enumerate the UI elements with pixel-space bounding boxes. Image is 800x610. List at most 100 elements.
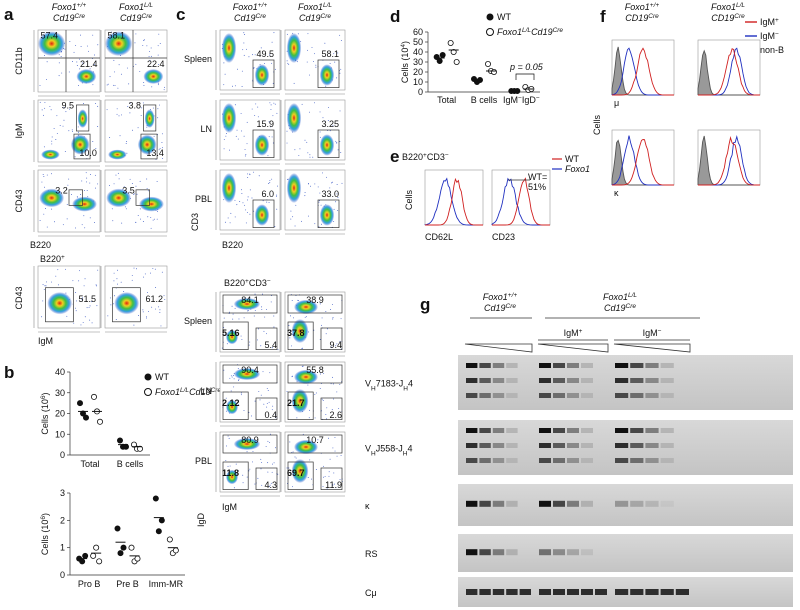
event-dot [290, 218, 292, 220]
y-tick-label: 40 [55, 367, 65, 377]
text-part: Foxo1 [483, 292, 508, 302]
event-dot [84, 316, 86, 318]
event-dot [294, 456, 296, 458]
gate-value: 38.9 [306, 295, 324, 305]
data-point [91, 393, 98, 400]
event-dot [87, 196, 89, 198]
text-part: L/L [736, 2, 745, 9]
gate-value: 21.7 [287, 398, 305, 408]
gate [317, 199, 340, 228]
data-point [93, 544, 100, 551]
event-dot [332, 383, 334, 385]
event-dot [146, 178, 148, 180]
density [286, 33, 302, 63]
event-dot [95, 284, 97, 286]
event-dot [139, 180, 141, 182]
y-axis-label: CD3 [190, 213, 200, 231]
event-dot [253, 171, 255, 173]
event-dot [80, 194, 82, 195]
event-dot [66, 315, 68, 317]
event-dot [273, 326, 275, 328]
data-point [96, 558, 103, 565]
event-dot [257, 339, 258, 341]
density [226, 469, 238, 485]
event-dot [56, 132, 58, 134]
event-dot [223, 317, 225, 319]
gate-value: 22.4 [147, 59, 165, 69]
gel-band [567, 458, 579, 463]
event-dot [312, 156, 314, 158]
event-dot [237, 470, 239, 472]
y-axis-label: CD11b [14, 47, 24, 74]
gate-value: 33.0 [321, 189, 339, 199]
event-dot [114, 85, 116, 86]
gate-value: 3.5 [122, 186, 135, 196]
event-dot [307, 477, 309, 478]
gel-band [630, 378, 644, 383]
event-dot [81, 299, 83, 301]
gel-band [492, 589, 505, 595]
data-point [155, 528, 162, 535]
event-dot [268, 183, 270, 184]
x-tick-label: Total [80, 459, 99, 469]
event-dot [161, 147, 163, 149]
density [47, 292, 73, 315]
event-dot [261, 484, 263, 486]
event-dot [159, 309, 161, 311]
event-dot [137, 215, 139, 217]
text-part: Cd19 [531, 27, 553, 37]
event-dot [131, 279, 133, 281]
text-part: H [371, 385, 376, 392]
event-dot [133, 193, 135, 195]
text-part: Cells (10 [40, 520, 50, 556]
gate-value: 37.8 [287, 328, 305, 338]
event-dot [96, 305, 98, 307]
text-part: Total [437, 95, 456, 105]
gate-value: 58.1 [107, 31, 125, 41]
event-dot [244, 155, 246, 157]
event-dot [304, 316, 306, 318]
event-dot [332, 125, 334, 127]
event-dot [315, 66, 317, 68]
gel-band [581, 378, 593, 383]
y-axis-label: Cells [592, 115, 602, 136]
event-dot [313, 329, 315, 331]
event-dot [249, 174, 251, 176]
gate-value: 21.4 [80, 59, 98, 69]
text-part: Cre [506, 303, 517, 310]
text-part: Cre [648, 13, 659, 20]
density [286, 103, 302, 133]
event-dot [266, 333, 267, 335]
event-dot [258, 175, 260, 177]
event-dot [251, 108, 253, 110]
event-dot [272, 347, 273, 349]
event-dot [260, 47, 262, 49]
event-dot [146, 316, 148, 318]
event-dot [227, 217, 229, 219]
gate-value: 4.3 [264, 480, 277, 490]
text-part: L/L [628, 292, 637, 299]
panel-label: g [420, 295, 430, 314]
event-dot [53, 221, 55, 223]
event-dot [247, 199, 249, 201]
event-dot [97, 44, 99, 46]
data-point [436, 58, 443, 65]
text-part: Cd19 [120, 13, 142, 23]
event-dot [39, 220, 41, 221]
event-dot [146, 317, 147, 319]
event-dot [331, 303, 333, 305]
gate-value: 58.1 [321, 49, 339, 59]
gel-band [660, 378, 674, 383]
event-dot [125, 143, 127, 144]
event-dot [86, 177, 88, 179]
event-dot [159, 312, 161, 314]
density [77, 109, 88, 128]
density [70, 134, 90, 155]
gel-band [466, 378, 478, 383]
gate [140, 133, 158, 160]
column-header: Cd19Cre [299, 13, 331, 24]
event-dot [46, 174, 48, 176]
gate [255, 327, 278, 350]
column-header: Cd19Cre [604, 303, 636, 314]
density [221, 103, 237, 133]
